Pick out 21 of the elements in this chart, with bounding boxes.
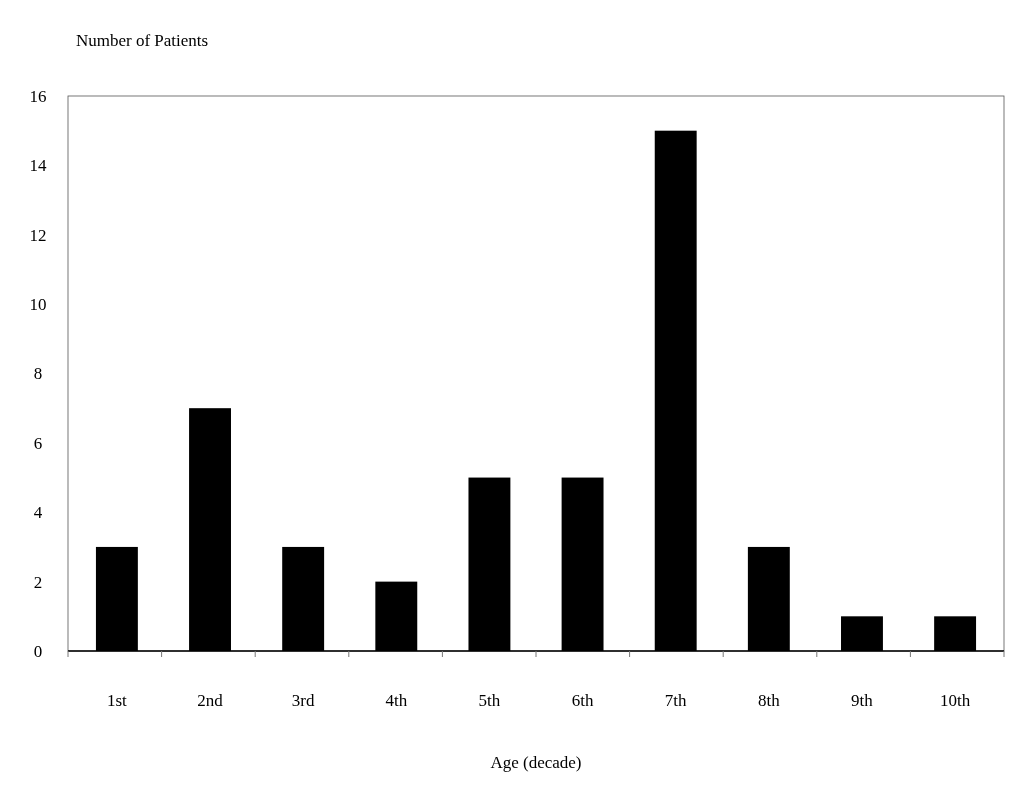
y-tick-label: 12	[29, 225, 47, 245]
y-axis-title: Number of Patients	[76, 31, 209, 50]
x-tick-label: 6th	[571, 691, 594, 710]
x-tick-label: 8th	[757, 691, 781, 710]
y-tick-label: 10	[29, 295, 47, 315]
y-tick-label: 16	[29, 86, 47, 106]
y-tick-label: 2	[33, 572, 43, 592]
y-tick-label: 4	[33, 503, 43, 523]
x-axis-title: Age (decade)	[490, 753, 582, 772]
y-tick-label: 14	[29, 156, 47, 176]
x-tick-label: 4th	[385, 691, 408, 710]
x-tick-label: 10th	[939, 691, 971, 710]
y-tick-label: 6	[33, 433, 43, 453]
x-tick-label: 1st	[106, 691, 128, 710]
x-tick-label: 2nd	[197, 691, 224, 710]
x-tick-label: 3rd	[291, 691, 315, 710]
y-tick-label: 8	[33, 364, 43, 384]
y-tick-label: 0	[33, 641, 43, 661]
x-tick-label: 7th	[664, 691, 688, 710]
x-tick-label: 5th	[478, 691, 501, 710]
x-tick-label: 9th	[851, 691, 874, 710]
